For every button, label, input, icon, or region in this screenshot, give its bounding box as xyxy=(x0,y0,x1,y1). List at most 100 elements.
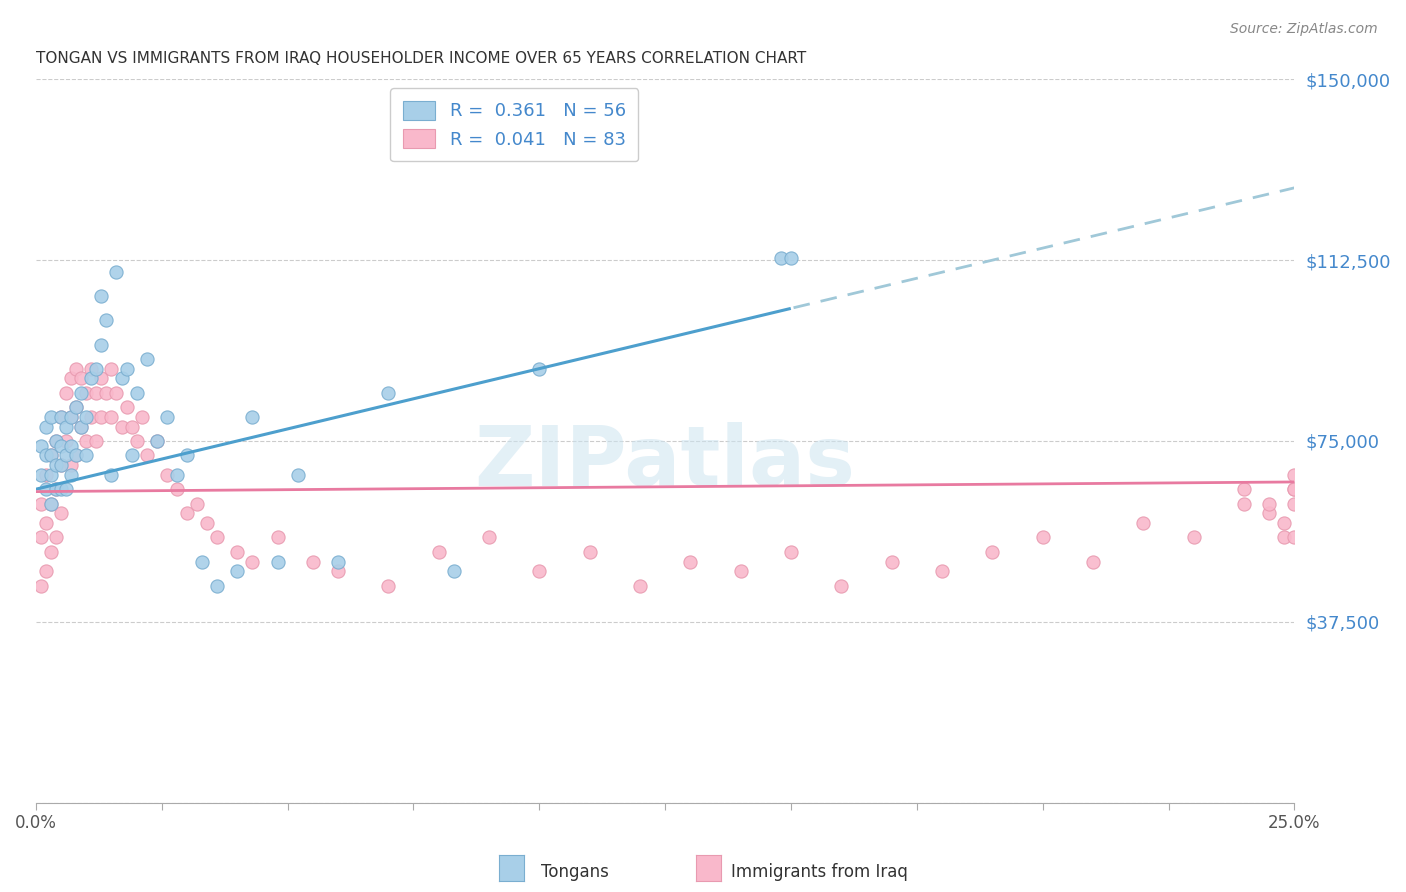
Point xyxy=(30,439,52,453)
Point xyxy=(131,409,153,424)
Point xyxy=(529,564,551,578)
Point xyxy=(931,564,953,578)
Point xyxy=(39,409,62,424)
Point xyxy=(35,564,58,578)
Point xyxy=(55,385,77,400)
Point xyxy=(135,449,157,463)
Point xyxy=(39,467,62,482)
Point xyxy=(242,554,264,568)
Point xyxy=(55,419,77,434)
Point xyxy=(1182,530,1205,544)
Text: Tongans: Tongans xyxy=(541,863,609,881)
Point xyxy=(65,401,87,415)
Point xyxy=(49,439,72,453)
Point xyxy=(186,497,208,511)
Point xyxy=(981,545,1004,559)
Point xyxy=(145,434,167,448)
Point xyxy=(100,467,122,482)
Point xyxy=(1284,467,1306,482)
Point xyxy=(1081,554,1104,568)
Point xyxy=(45,434,67,448)
Point xyxy=(121,419,143,434)
Point xyxy=(156,467,179,482)
Point xyxy=(110,371,132,385)
Point xyxy=(326,564,349,578)
Point xyxy=(166,467,188,482)
Point xyxy=(65,361,87,376)
Point xyxy=(1132,516,1154,530)
Point xyxy=(176,449,198,463)
Point xyxy=(427,545,450,559)
Point xyxy=(60,439,83,453)
Text: Source: ZipAtlas.com: Source: ZipAtlas.com xyxy=(1230,22,1378,37)
Point xyxy=(226,564,249,578)
Point xyxy=(60,467,83,482)
Point xyxy=(1258,497,1281,511)
Point xyxy=(100,361,122,376)
Point xyxy=(49,482,72,496)
Point xyxy=(1272,530,1295,544)
Point xyxy=(80,361,103,376)
Point xyxy=(242,409,264,424)
Point xyxy=(75,409,97,424)
Point xyxy=(266,530,288,544)
Point xyxy=(35,482,58,496)
Point xyxy=(205,530,228,544)
Point xyxy=(628,579,651,593)
Point xyxy=(105,385,128,400)
Point xyxy=(145,434,167,448)
Point xyxy=(39,449,62,463)
Point xyxy=(45,530,67,544)
Point xyxy=(226,545,249,559)
Point xyxy=(443,564,465,578)
Point xyxy=(45,482,67,496)
Point xyxy=(377,579,399,593)
Point xyxy=(80,371,103,385)
Text: ZIPatlas: ZIPatlas xyxy=(475,422,856,503)
Point xyxy=(80,409,103,424)
Point xyxy=(65,449,87,463)
Point xyxy=(96,313,118,327)
Point xyxy=(60,409,83,424)
Point xyxy=(125,434,148,448)
Point xyxy=(60,409,83,424)
Point xyxy=(1233,497,1256,511)
Point xyxy=(191,554,214,568)
Point xyxy=(60,458,83,472)
Point xyxy=(39,449,62,463)
Point xyxy=(39,497,62,511)
Point xyxy=(65,401,87,415)
Point xyxy=(86,385,108,400)
Point xyxy=(39,497,62,511)
Point xyxy=(679,554,702,568)
Point xyxy=(70,419,93,434)
Point xyxy=(45,458,67,472)
Point xyxy=(90,337,112,351)
Point xyxy=(90,289,112,303)
Point xyxy=(45,482,67,496)
Point xyxy=(115,361,138,376)
Point xyxy=(35,449,58,463)
Point xyxy=(1284,497,1306,511)
Point xyxy=(86,434,108,448)
Point xyxy=(135,351,157,366)
Legend: R =  0.361   N = 56, R =  0.041   N = 83: R = 0.361 N = 56, R = 0.041 N = 83 xyxy=(389,88,638,161)
Point xyxy=(780,545,803,559)
Point xyxy=(1284,482,1306,496)
Point xyxy=(49,458,72,472)
Point xyxy=(121,449,143,463)
Point xyxy=(205,579,228,593)
Point xyxy=(156,409,179,424)
Point xyxy=(830,579,852,593)
Point xyxy=(125,385,148,400)
Point xyxy=(30,497,52,511)
Point xyxy=(35,419,58,434)
Point xyxy=(1272,516,1295,530)
Point xyxy=(176,506,198,520)
Point xyxy=(266,554,288,568)
Point xyxy=(287,467,309,482)
Point xyxy=(880,554,903,568)
Point xyxy=(377,385,399,400)
Point xyxy=(30,467,52,482)
Point xyxy=(75,449,97,463)
